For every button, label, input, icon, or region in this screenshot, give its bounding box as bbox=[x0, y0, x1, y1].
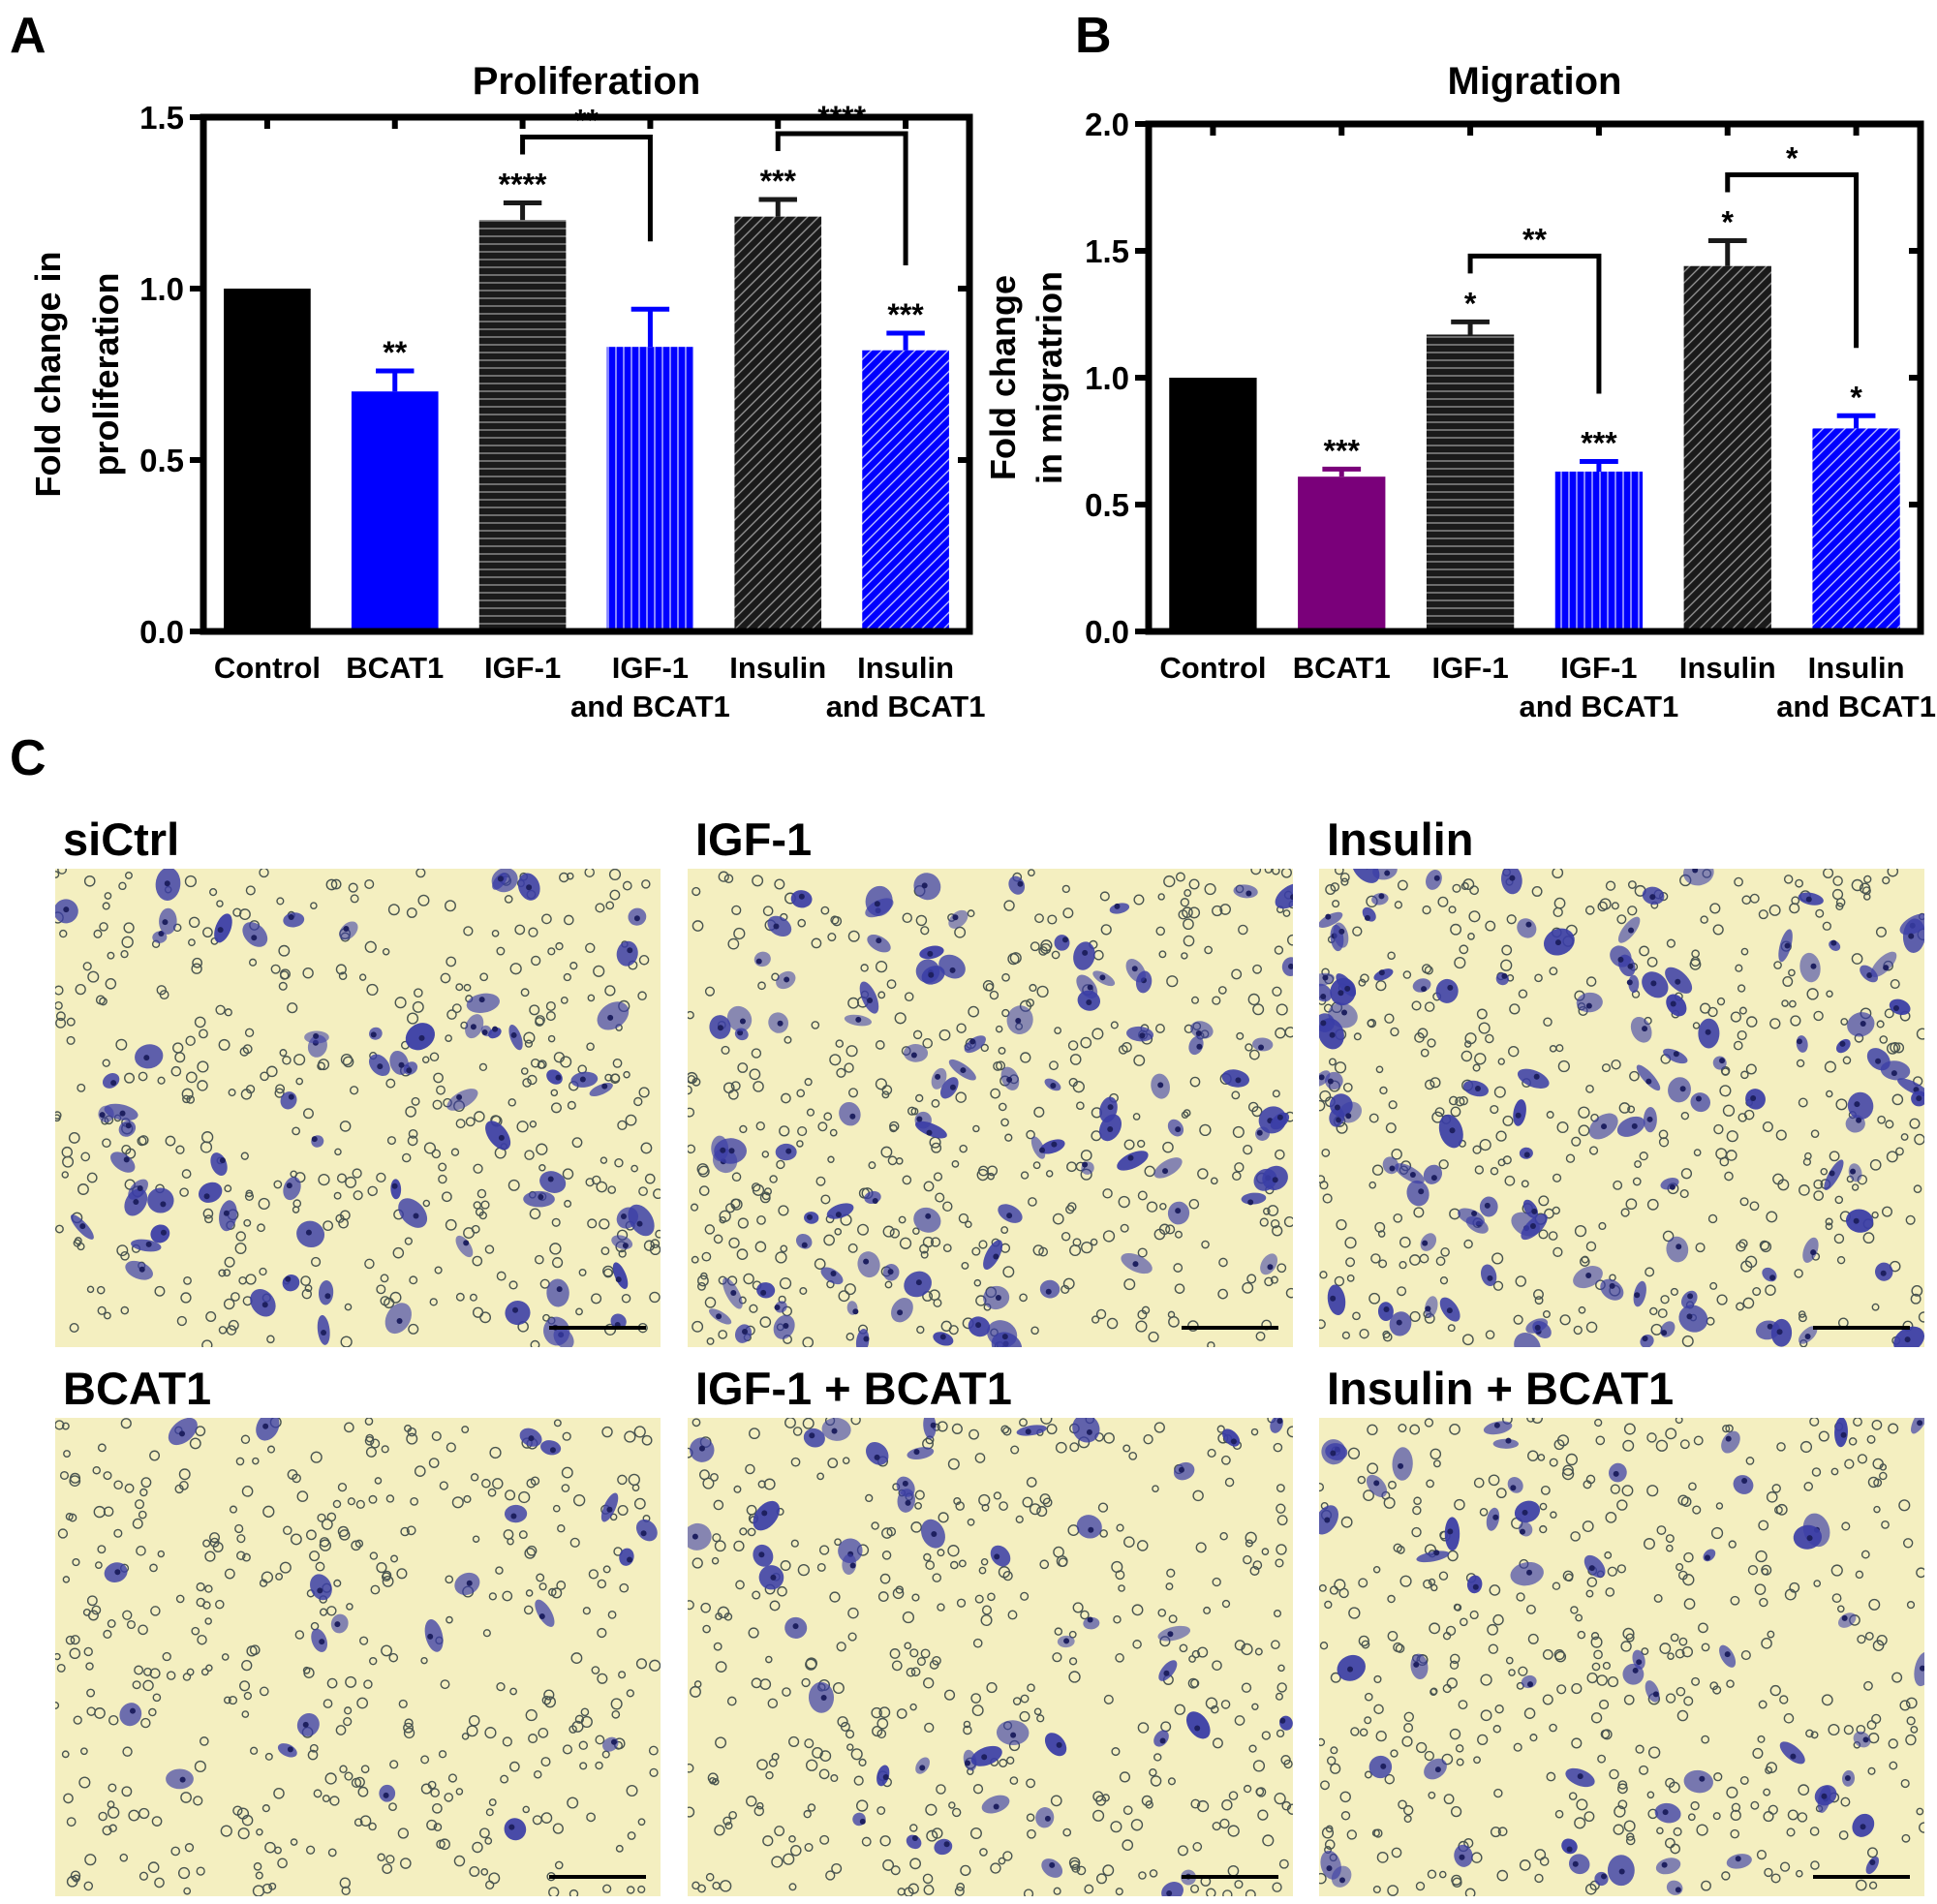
y-axis-label: in migratrion bbox=[1030, 271, 1069, 484]
y-tick-label: 0.5 bbox=[139, 443, 184, 478]
x-tick-label: Control bbox=[1159, 651, 1266, 685]
bar bbox=[734, 216, 822, 631]
x-tick-label: BCAT1 bbox=[1293, 651, 1391, 685]
chart-title: Proliferation bbox=[473, 60, 701, 103]
x-tick-label: and BCAT1 bbox=[1520, 690, 1679, 723]
x-tick-label: and BCAT1 bbox=[826, 690, 986, 723]
y-tick-label: 1.0 bbox=[139, 271, 184, 307]
x-tick-label: IGF-1 bbox=[1431, 651, 1508, 685]
image-title: IGF-1 bbox=[695, 814, 812, 865]
significance-label: * bbox=[1850, 380, 1862, 415]
x-tick-label: BCAT1 bbox=[346, 651, 444, 685]
error-bar bbox=[503, 200, 542, 221]
bar-chart: A Proliferation Fold change in proliferatio… bbox=[10, 8, 985, 723]
x-tick-label: Insulin bbox=[729, 651, 826, 685]
bar bbox=[1169, 378, 1257, 631]
axes-frame bbox=[1145, 120, 1924, 635]
bar-chart: B Migration Fold change in migratrion Contro… bbox=[983, 8, 1936, 723]
x-tick-label: Control bbox=[214, 651, 321, 685]
bar bbox=[862, 350, 949, 631]
bar bbox=[1554, 471, 1644, 631]
y-tick-label: 0.0 bbox=[1085, 614, 1129, 650]
x-tick-label: and BCAT1 bbox=[570, 690, 730, 723]
error-bar bbox=[1451, 319, 1490, 335]
significance-label: *** bbox=[1324, 433, 1361, 468]
significance-label: **** bbox=[499, 168, 547, 202]
y-axis-label: Fold change in bbox=[28, 251, 68, 497]
image-title: siCtrl bbox=[63, 814, 179, 865]
bracket-label: ** bbox=[1522, 222, 1547, 257]
x-tick-label: IGF-1 bbox=[1560, 651, 1637, 685]
error-bar bbox=[630, 306, 670, 348]
x-tick-label: Insulin bbox=[1679, 651, 1776, 685]
y-axis-label: Fold change bbox=[983, 275, 1023, 480]
x-tick-label: Insulin bbox=[857, 651, 954, 685]
x-tick-label: Insulin bbox=[1808, 651, 1905, 685]
x-tick-label: IGF-1 bbox=[612, 651, 689, 685]
error-bar bbox=[1836, 413, 1876, 429]
chart-title: Migration bbox=[1448, 60, 1622, 103]
bar bbox=[478, 220, 567, 631]
significance-label: *** bbox=[760, 164, 797, 199]
bar bbox=[606, 347, 694, 631]
micrograph-background bbox=[1319, 1418, 1924, 1896]
bracket-label: * bbox=[1786, 141, 1799, 176]
image-title: BCAT1 bbox=[63, 1363, 211, 1414]
y-tick-label: 1.5 bbox=[139, 100, 184, 136]
error-bar bbox=[758, 197, 797, 217]
significance-label: *** bbox=[1581, 425, 1617, 460]
error-bar bbox=[1707, 238, 1747, 266]
panel-label: C bbox=[10, 730, 46, 786]
bar bbox=[1683, 265, 1771, 631]
error-bar bbox=[1580, 458, 1618, 472]
significance-bracket bbox=[520, 135, 653, 242]
significance-bracket bbox=[1467, 253, 1602, 394]
image-title: Insulin + BCAT1 bbox=[1327, 1363, 1674, 1414]
significance-label: *** bbox=[887, 297, 924, 332]
micrograph bbox=[55, 1418, 661, 1896]
micrograph-background bbox=[688, 869, 1293, 1347]
error-bar bbox=[1322, 466, 1362, 477]
micrograph bbox=[688, 1418, 1293, 1896]
image-title: IGF-1 + BCAT1 bbox=[695, 1363, 1012, 1414]
panel-label: B bbox=[1075, 8, 1112, 64]
significance-bracket bbox=[1725, 172, 1860, 349]
y-tick-label: 2.0 bbox=[1085, 107, 1129, 142]
y-tick-label: 0.5 bbox=[1085, 487, 1129, 523]
x-tick-label: IGF-1 bbox=[484, 651, 561, 685]
y-tick-label: 1.0 bbox=[1085, 360, 1129, 396]
micrograph bbox=[1319, 1418, 1924, 1896]
bar bbox=[1298, 476, 1386, 631]
significance-bracket bbox=[775, 131, 908, 266]
y-tick-label: 1.5 bbox=[1085, 233, 1129, 269]
error-bar bbox=[886, 330, 925, 351]
bar bbox=[224, 289, 311, 631]
panel-label: A bbox=[10, 8, 46, 64]
y-tick-label: 0.0 bbox=[139, 614, 184, 650]
image-title: Insulin bbox=[1327, 814, 1473, 865]
bar bbox=[1812, 428, 1900, 631]
micrograph bbox=[688, 869, 1293, 1347]
x-tick-label: and BCAT1 bbox=[1776, 690, 1936, 723]
micrograph bbox=[55, 869, 661, 1347]
micrograph bbox=[1319, 869, 1924, 1347]
bar bbox=[1426, 334, 1515, 631]
significance-label: ** bbox=[383, 335, 407, 370]
significance-label: * bbox=[1722, 205, 1735, 240]
error-bar bbox=[376, 368, 415, 392]
axes-frame bbox=[200, 113, 973, 635]
micrograph-background bbox=[688, 1418, 1293, 1896]
significance-label: * bbox=[1464, 286, 1477, 321]
bar bbox=[351, 391, 439, 631]
y-axis-label: proliferation bbox=[86, 272, 126, 476]
